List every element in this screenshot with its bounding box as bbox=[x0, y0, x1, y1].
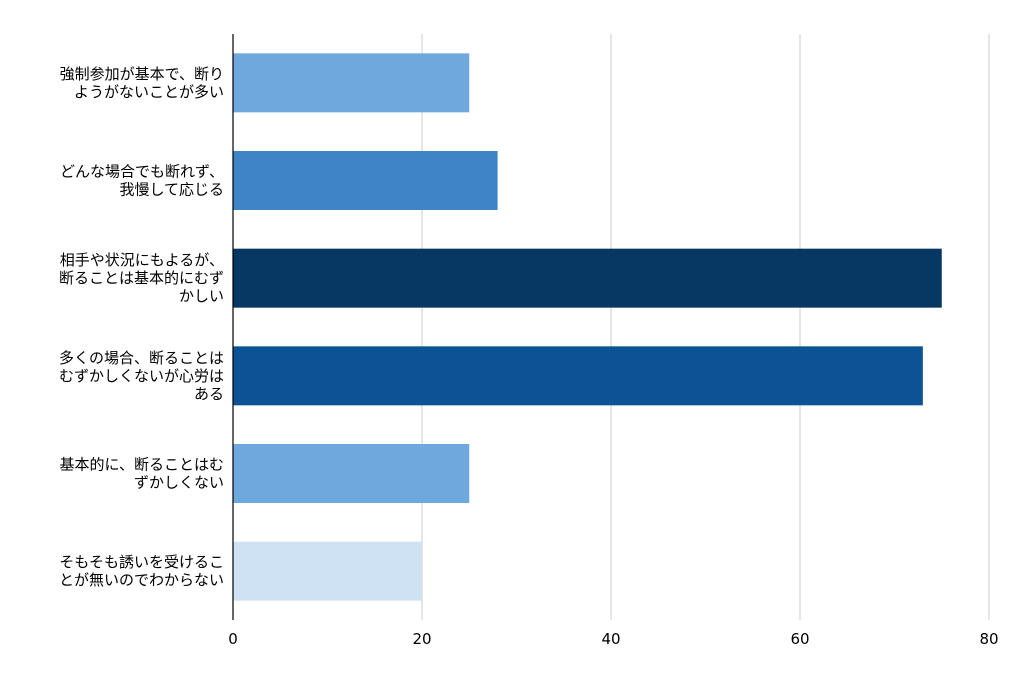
category-label: 基本的に、断ることはむずかしくない bbox=[59, 456, 224, 492]
category-label: 強制参加が基本で、断りようがないことが多い bbox=[60, 65, 224, 101]
x-tick-label: 60 bbox=[790, 630, 809, 648]
bar bbox=[233, 151, 498, 210]
bar bbox=[233, 53, 470, 113]
category-label: 相手や状況にもよるが、断ることは基本的にむずかしい bbox=[59, 251, 224, 305]
bars bbox=[233, 53, 942, 601]
x-tick-label: 20 bbox=[412, 630, 431, 648]
bar bbox=[233, 346, 923, 406]
bar bbox=[233, 541, 422, 601]
x-tick-label: 40 bbox=[601, 630, 620, 648]
bar bbox=[233, 444, 470, 503]
bar bbox=[233, 248, 942, 308]
category-label: そもそも誘いを受けることが無いのでわからない bbox=[59, 553, 224, 589]
x-tick-labels: 0 20 40 60 80 bbox=[228, 630, 998, 648]
x-tick-label: 0 bbox=[228, 630, 238, 648]
category-label: どんな場合でも断れず、我慢して応じる bbox=[60, 163, 224, 199]
category-label: 多くの場合、断ることはむずかしくないが心労はある bbox=[59, 349, 224, 403]
category-labels: 強制参加が基本で、断りようがないことが多いどんな場合でも断れず、我慢して応じる相… bbox=[59, 65, 224, 589]
gridlines bbox=[421, 34, 990, 620]
x-tick-label: 80 bbox=[979, 630, 998, 648]
